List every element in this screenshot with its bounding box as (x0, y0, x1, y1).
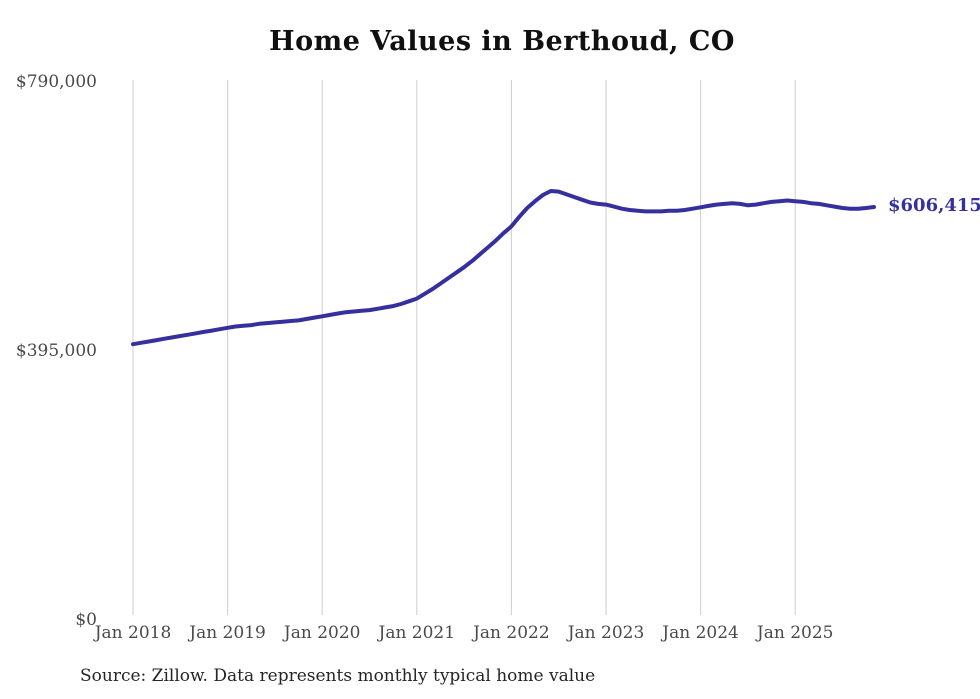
chart-title: Home Values in Berthoud, CO (269, 26, 735, 57)
x-tick-label: Jan 2020 (283, 623, 361, 643)
x-tick-label: Jan 2025 (756, 623, 834, 643)
x-tick-label: Jan 2019 (189, 623, 266, 643)
x-tick-label: Jan 2022 (473, 623, 550, 643)
x-tick-label: Jan 2024 (662, 623, 739, 643)
x-tick-label: Jan 2018 (94, 623, 172, 643)
x-tick-label: Jan 2021 (378, 623, 456, 643)
home-value-line (131, 189, 876, 347)
y-tick-label: $0 (75, 610, 97, 630)
y-tick-label: $395,000 (15, 341, 97, 361)
source-note: Source: Zillow. Data represents monthly … (80, 666, 596, 686)
x-tick-label: Jan 2023 (567, 623, 645, 643)
y-tick-label: $790,000 (15, 72, 97, 92)
series-end-value-label: $606,415 (888, 195, 980, 217)
